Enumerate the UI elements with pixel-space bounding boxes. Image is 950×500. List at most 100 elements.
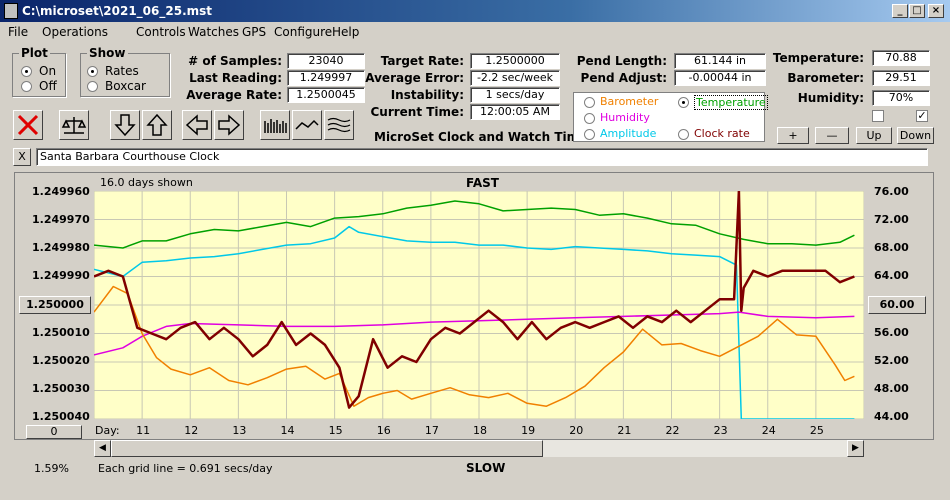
wave-view-button[interactable] bbox=[292, 110, 322, 140]
show-boxcar-radio[interactable] bbox=[87, 81, 98, 92]
sensor-options-box: Barometer Temperature Humidity Amplitude… bbox=[573, 92, 768, 142]
day-axis-label: Day: bbox=[95, 424, 120, 437]
menu-help[interactable]: Help bbox=[332, 25, 360, 39]
minimize-button[interactable]: _ bbox=[892, 4, 908, 18]
title-bar: C:\microset\2021_06_25.mst _ □ × bbox=[0, 0, 950, 22]
plot-off-label: Off bbox=[39, 79, 57, 93]
pend-length-value: 61.144 in bbox=[674, 53, 766, 69]
amplitude-option-label: Amplitude bbox=[600, 127, 657, 140]
balance-button[interactable] bbox=[59, 110, 89, 140]
day-tick-label: 12 bbox=[184, 424, 199, 437]
humidity-option-label: Humidity bbox=[600, 111, 650, 124]
temperature-radio[interactable] bbox=[678, 97, 689, 108]
plot-frame bbox=[14, 172, 934, 440]
multi-wave-icon bbox=[327, 117, 351, 133]
left-tick-3: 1.249990 bbox=[32, 269, 90, 282]
temperature-option-label: Temperature bbox=[694, 95, 768, 110]
zero-button[interactable]: 0 bbox=[26, 425, 82, 439]
right-arrow-button[interactable] bbox=[214, 110, 244, 140]
plot-off-radio[interactable] bbox=[21, 81, 32, 92]
last-reading-label: Last Reading: bbox=[189, 71, 282, 85]
series-amplitude bbox=[94, 225, 855, 419]
show-group: Show Rates Boxcar bbox=[80, 46, 170, 97]
stop-button[interactable] bbox=[13, 110, 43, 140]
center-left-button[interactable]: 1.250000 bbox=[19, 296, 91, 314]
barometer-option-label: Barometer bbox=[600, 95, 659, 108]
day-tick-label: 16 bbox=[376, 424, 391, 437]
right-tick-8: 44.00 bbox=[874, 410, 909, 423]
left-tick-1: 1.249970 bbox=[32, 213, 90, 226]
down-arrow-icon bbox=[114, 114, 136, 137]
up-arrow-button[interactable] bbox=[142, 110, 172, 140]
left-tick-0: 1.249960 bbox=[32, 185, 90, 198]
average-error-value: -2.2 sec/week bbox=[470, 70, 560, 86]
menu-watches[interactable]: Watches bbox=[188, 25, 239, 39]
day-tick-label: 23 bbox=[713, 424, 728, 437]
scale-down-button[interactable]: Down bbox=[897, 127, 934, 144]
series-humidity bbox=[94, 311, 855, 356]
chart-series bbox=[94, 191, 855, 419]
average-rate-label: Average Rate: bbox=[186, 88, 282, 102]
day-tick-label: 14 bbox=[280, 424, 295, 437]
left-tick-5: 1.250010 bbox=[32, 326, 90, 339]
show-rates-radio[interactable] bbox=[87, 66, 98, 77]
day-tick-label: 15 bbox=[328, 424, 343, 437]
clock-rate-radio[interactable] bbox=[678, 129, 689, 140]
scale-plus-button[interactable]: + bbox=[777, 127, 809, 144]
checkbox-2[interactable]: ✓ bbox=[916, 109, 928, 122]
day-tick-label: 11 bbox=[136, 424, 151, 437]
barometer-radio[interactable] bbox=[584, 97, 595, 108]
menu-bar: File Operations Controls Watches GPS Con… bbox=[0, 22, 950, 42]
right-tick-2: 68.00 bbox=[874, 241, 909, 254]
clear-clock-button[interactable]: X bbox=[13, 148, 31, 166]
down-arrow-button[interactable] bbox=[110, 110, 140, 140]
day-tick-label: 22 bbox=[665, 424, 680, 437]
plot-on-label: On bbox=[39, 64, 57, 78]
menu-operations[interactable]: Operations bbox=[42, 25, 108, 39]
maximize-button[interactable]: □ bbox=[909, 4, 925, 18]
plot-group: Plot On Off bbox=[12, 46, 66, 97]
humidity-value: 70% bbox=[872, 90, 930, 106]
left-arrow-icon bbox=[185, 114, 208, 136]
clock-rate-option-label: Clock rate bbox=[694, 127, 750, 140]
grid-note: Each grid line = 0.691 secs/day bbox=[98, 462, 273, 475]
menu-controls[interactable]: Controls bbox=[136, 25, 186, 39]
center-right-button[interactable]: 60.00 bbox=[868, 296, 926, 314]
left-tick-2: 1.249980 bbox=[32, 241, 90, 254]
day-tick-label: 17 bbox=[424, 424, 439, 437]
day-tick-label: 18 bbox=[473, 424, 487, 437]
bars-view-button[interactable] bbox=[260, 110, 290, 140]
menu-configure[interactable]: Configure bbox=[274, 25, 333, 39]
day-tick-label: 19 bbox=[521, 424, 536, 437]
day-tick-label: 13 bbox=[232, 424, 247, 437]
menu-gps[interactable]: GPS bbox=[242, 25, 267, 39]
plot-on-radio[interactable] bbox=[21, 66, 32, 77]
clock-name-input[interactable]: Santa Barbara Courthouse Clock bbox=[36, 148, 928, 166]
humidity-radio[interactable] bbox=[584, 113, 595, 124]
amplitude-radio[interactable] bbox=[584, 129, 595, 140]
rate-chart bbox=[94, 191, 864, 419]
right-tick-3: 64.00 bbox=[874, 269, 909, 282]
samples-label: # of Samples: bbox=[188, 54, 282, 68]
target-rate-value[interactable]: 1.2500000 bbox=[470, 53, 560, 69]
current-time-value: 12:00:05 AM bbox=[470, 104, 560, 120]
menu-file[interactable]: File bbox=[8, 25, 29, 39]
scale-minus-button[interactable]: — bbox=[815, 127, 849, 144]
left-tick-6: 1.250020 bbox=[32, 354, 90, 367]
checkbox-1[interactable] bbox=[872, 110, 884, 122]
scroll-right-button[interactable]: ▶ bbox=[847, 440, 864, 457]
plot-group-label: Plot bbox=[19, 46, 50, 60]
close-window-button[interactable]: × bbox=[928, 4, 944, 18]
multi-wave-view-button[interactable] bbox=[324, 110, 354, 140]
left-arrow-button[interactable] bbox=[182, 110, 212, 140]
scroll-thumb[interactable] bbox=[111, 440, 543, 457]
pend-adjust-value: -0.00044 in bbox=[674, 70, 766, 86]
temperature-value: 70.88 bbox=[872, 50, 930, 66]
scroll-left-button[interactable]: ◀ bbox=[94, 440, 111, 457]
time-scrollbar[interactable]: ◀ ▶ bbox=[94, 440, 864, 457]
right-tick-7: 48.00 bbox=[874, 382, 909, 395]
scale-up-button[interactable]: Up bbox=[856, 127, 892, 144]
left-tick-8: 1.250040 bbox=[32, 410, 90, 423]
left-tick-7: 1.250030 bbox=[32, 382, 90, 395]
day-tick-label: 25 bbox=[809, 424, 824, 437]
